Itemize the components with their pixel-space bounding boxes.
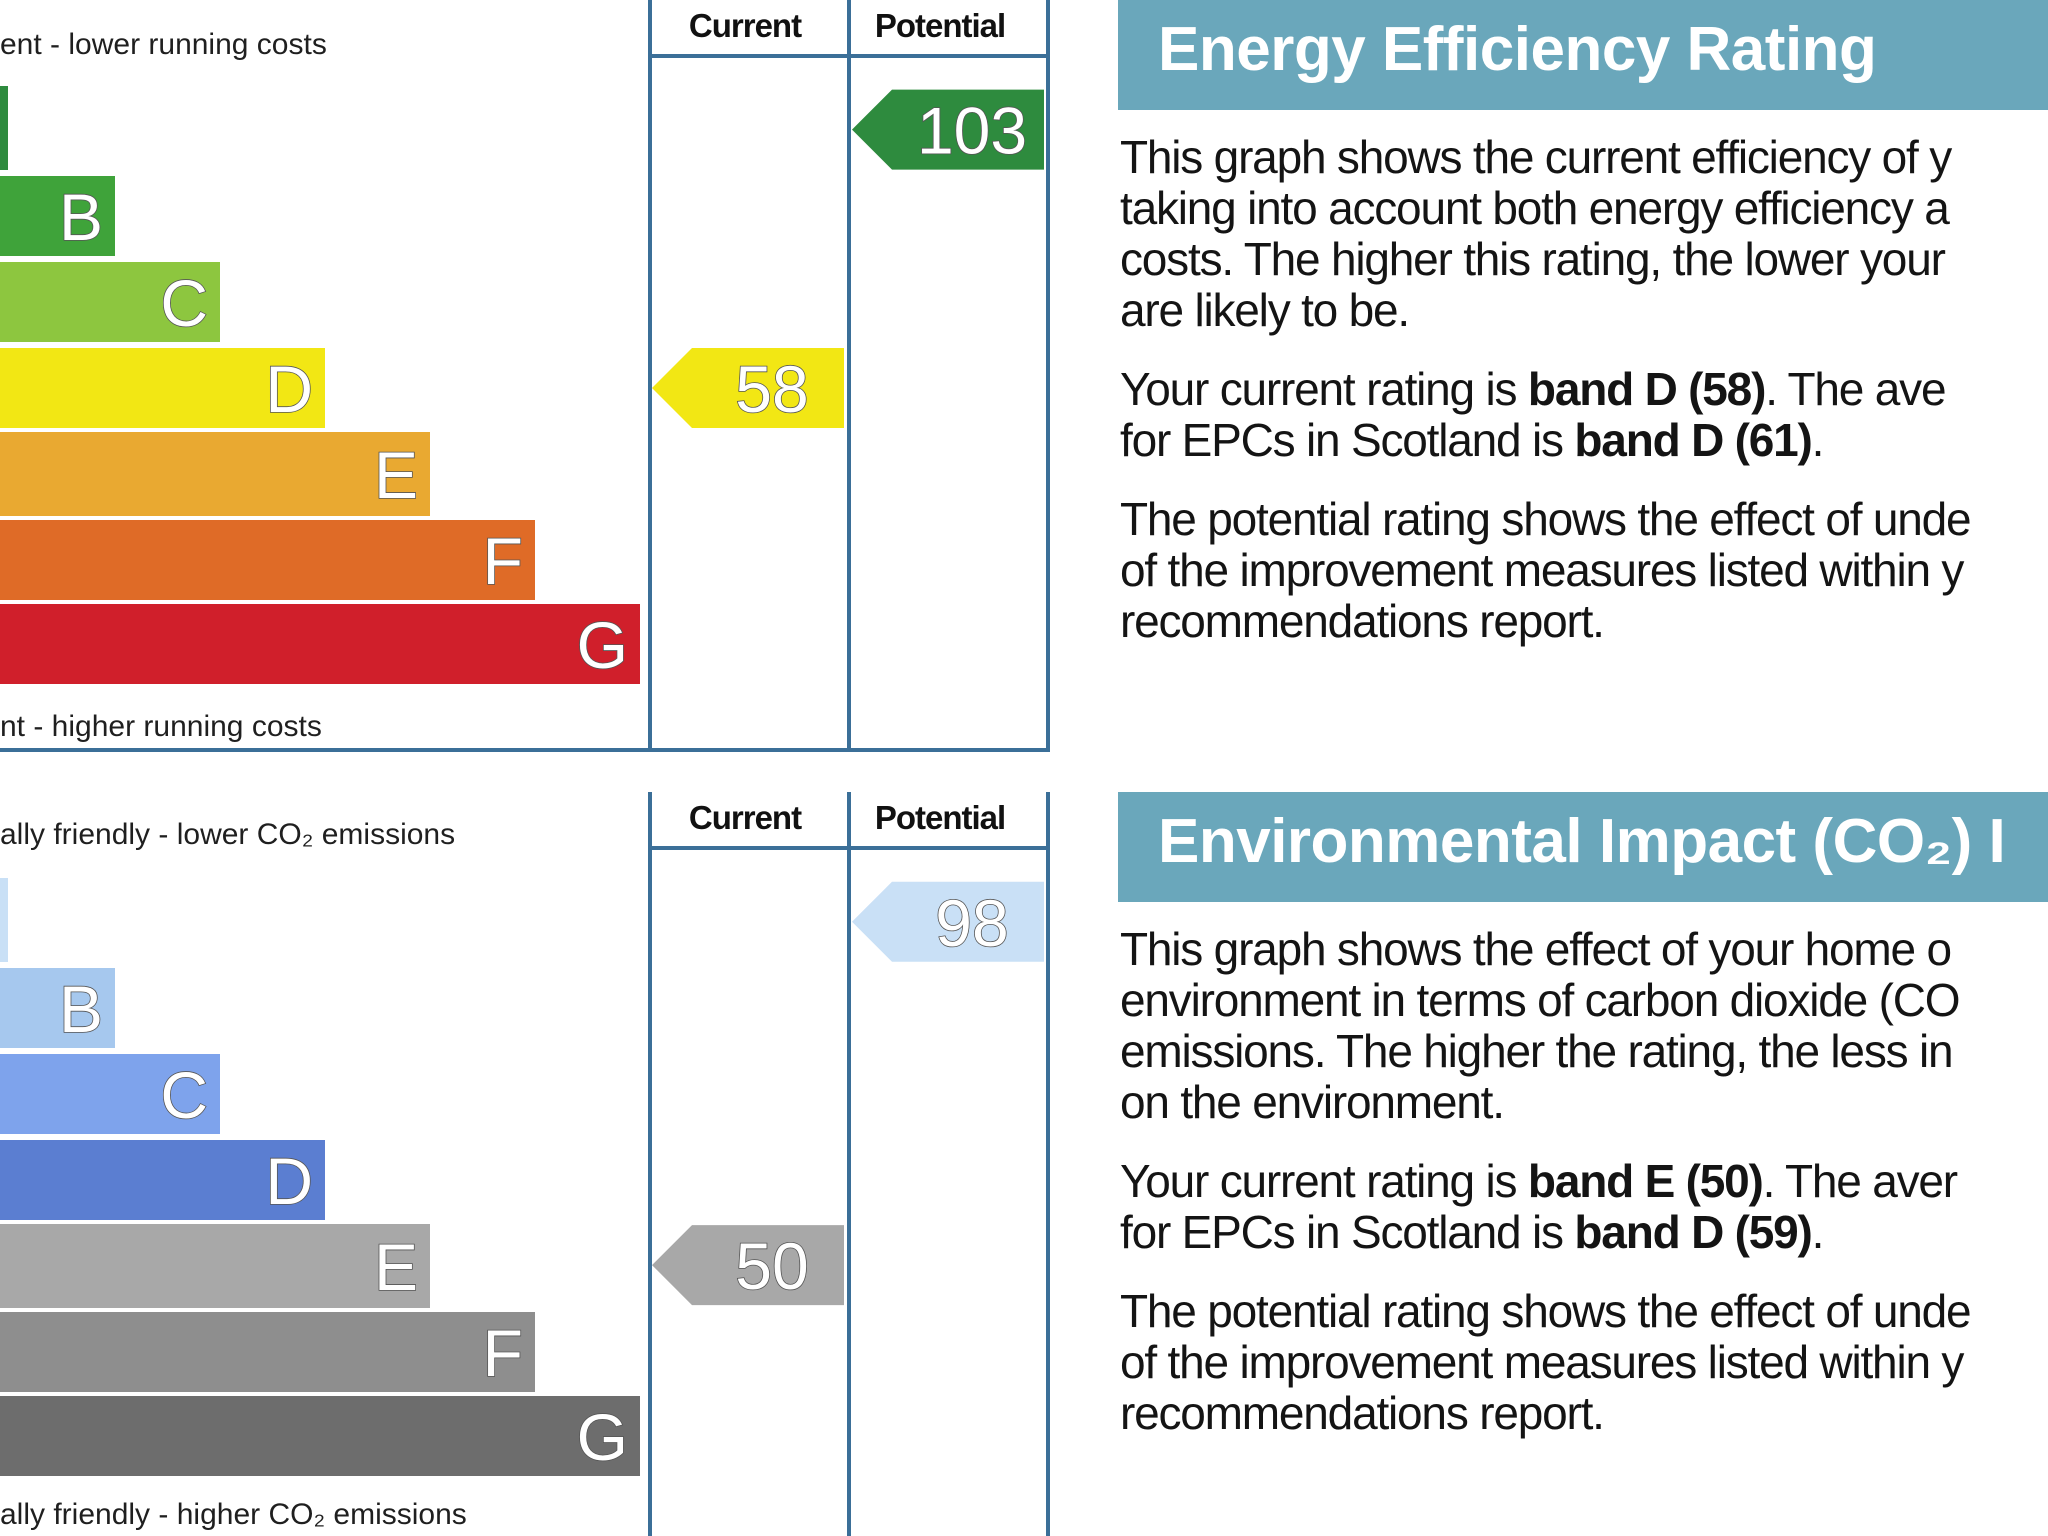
ei-band-letter-g: G: [577, 1400, 628, 1474]
energy-description: This graph shows the current efficiency …: [1120, 132, 2048, 336]
env-potential-line-1: The potential rating shows the effect of…: [1120, 1285, 1972, 1337]
ei-current-score: 50: [735, 1229, 808, 1303]
energy-potential-line-3: recommendations report.: [1120, 595, 1605, 647]
ee-band-letter-b: B: [59, 180, 103, 254]
energy-desc-line-2: taking into account both energy efficien…: [1120, 182, 1950, 234]
ee-column-potential: Potential: [875, 7, 1005, 44]
ee-band-a: [0, 86, 8, 170]
env-desc-line-1: This graph shows the effect of your home…: [1120, 923, 1952, 975]
ei-band-b: [0, 968, 115, 1048]
ee-potential-arrow: [852, 89, 1044, 170]
energy-desc-line-1: This graph shows the current efficiency …: [1120, 131, 1952, 183]
ei-band-letter-d: D: [265, 1144, 313, 1218]
ei-caption-bottom: ally friendly - higher CO₂ emissions: [0, 1498, 467, 1531]
ei-band-letter-f: F: [483, 1316, 523, 1390]
ee-band-letter-f: F: [483, 524, 523, 598]
ee-band-g: [0, 604, 640, 684]
ee-band-letter-g: G: [577, 608, 628, 682]
environment-current-rating-text: Your current rating is band E (50). The …: [1120, 1156, 2048, 1258]
energy-rating-text-c: . The ave: [1765, 363, 1946, 415]
ei-potential-arrow: [852, 881, 1044, 962]
ei-band-e: [0, 1224, 430, 1308]
energy-potential-text: The potential rating shows the effect of…: [1120, 494, 2048, 647]
energy-desc-line-4: are likely to be.: [1120, 284, 1410, 336]
ee-band-e: [0, 432, 430, 516]
ei-column-current: Current: [689, 799, 802, 836]
ei-current-arrow: [652, 1225, 844, 1306]
environment-potential-text: The potential rating shows the effect of…: [1120, 1286, 2048, 1439]
environmental-impact-chart: ally friendly - lower CO₂ emissions ally …: [0, 792, 1050, 1536]
ei-band-a: [0, 878, 8, 962]
ei-band-f: [0, 1312, 535, 1392]
environmental-impact-panel: Environmental Impact (CO₂) I This graph …: [1118, 792, 2048, 1439]
env-rating-text-c: . The aver: [1762, 1155, 1958, 1207]
energy-current-band: band D (58): [1527, 363, 1766, 415]
ei-caption-top: ally friendly - lower CO₂ emissions: [0, 818, 455, 851]
env-desc-line-2: environment in terms of carbon dioxide (…: [1120, 974, 1961, 1026]
ei-column-potential: Potential: [875, 799, 1005, 836]
ei-band-letter-e: E: [374, 1230, 418, 1304]
ee-column-current: Current: [689, 7, 802, 44]
energy-efficiency-panel: Energy Efficiency Rating This graph show…: [1118, 0, 2048, 647]
env-current-band: band E (50): [1527, 1155, 1764, 1207]
env-rating-text-a: Your current rating is: [1120, 1155, 1528, 1207]
ee-band-letter-c: C: [160, 266, 208, 340]
energy-current-rating-text: Your current rating is band D (58). The …: [1120, 364, 2048, 466]
ee-band-letter-d: D: [265, 352, 313, 426]
environment-description: This graph shows the effect of your home…: [1120, 924, 2048, 1128]
ee-potential-score: 103: [917, 94, 1027, 168]
energy-average-text-c: .: [1811, 414, 1825, 466]
environmental-impact-title: Environmental Impact (CO₂) I: [1118, 792, 2048, 902]
ei-band-d: [0, 1140, 325, 1220]
ei-band-letter-c: C: [160, 1058, 208, 1132]
energy-potential-line-1: The potential rating shows the effect of…: [1120, 493, 1972, 545]
env-desc-line-3: emissions. The higher the rating, the le…: [1120, 1025, 1954, 1077]
env-potential-line-3: recommendations report.: [1120, 1387, 1605, 1439]
ee-band-f: [0, 520, 535, 600]
ee-band-d: [0, 348, 325, 428]
ee-current-score: 58: [735, 352, 808, 426]
ei-potential-score: 98: [935, 886, 1008, 960]
env-potential-line-2: of the improvement measures listed withi…: [1120, 1336, 1964, 1388]
env-average-band: band D (59): [1574, 1206, 1812, 1258]
ee-band-c: [0, 262, 220, 342]
ee-band-b: [0, 176, 115, 256]
ei-band-g: [0, 1396, 640, 1476]
ee-band-letter-e: E: [374, 438, 418, 512]
energy-potential-line-2: of the improvement measures listed withi…: [1120, 544, 1964, 596]
ei-band-c: [0, 1054, 220, 1134]
energy-rating-text-a: Your current rating is: [1120, 363, 1528, 415]
energy-average-text-a: for EPCs in Scotland is: [1120, 414, 1575, 466]
energy-efficiency-chart: ent - lower running costs nt - higher run…: [0, 0, 1050, 752]
ee-caption-bottom: nt - higher running costs: [0, 710, 322, 743]
energy-efficiency-title: Energy Efficiency Rating: [1118, 0, 2048, 110]
ee-current-arrow: [652, 348, 844, 428]
ee-caption-top: ent - lower running costs: [0, 28, 327, 61]
env-average-text-c: .: [1811, 1206, 1825, 1258]
energy-average-band: band D (61): [1574, 414, 1812, 466]
ei-band-letter-b: B: [59, 972, 103, 1046]
energy-desc-line-3: costs. The higher this rating, the lower…: [1120, 233, 1946, 285]
env-desc-line-4: on the environment.: [1120, 1076, 1505, 1128]
env-average-text-a: for EPCs in Scotland is: [1120, 1206, 1575, 1258]
